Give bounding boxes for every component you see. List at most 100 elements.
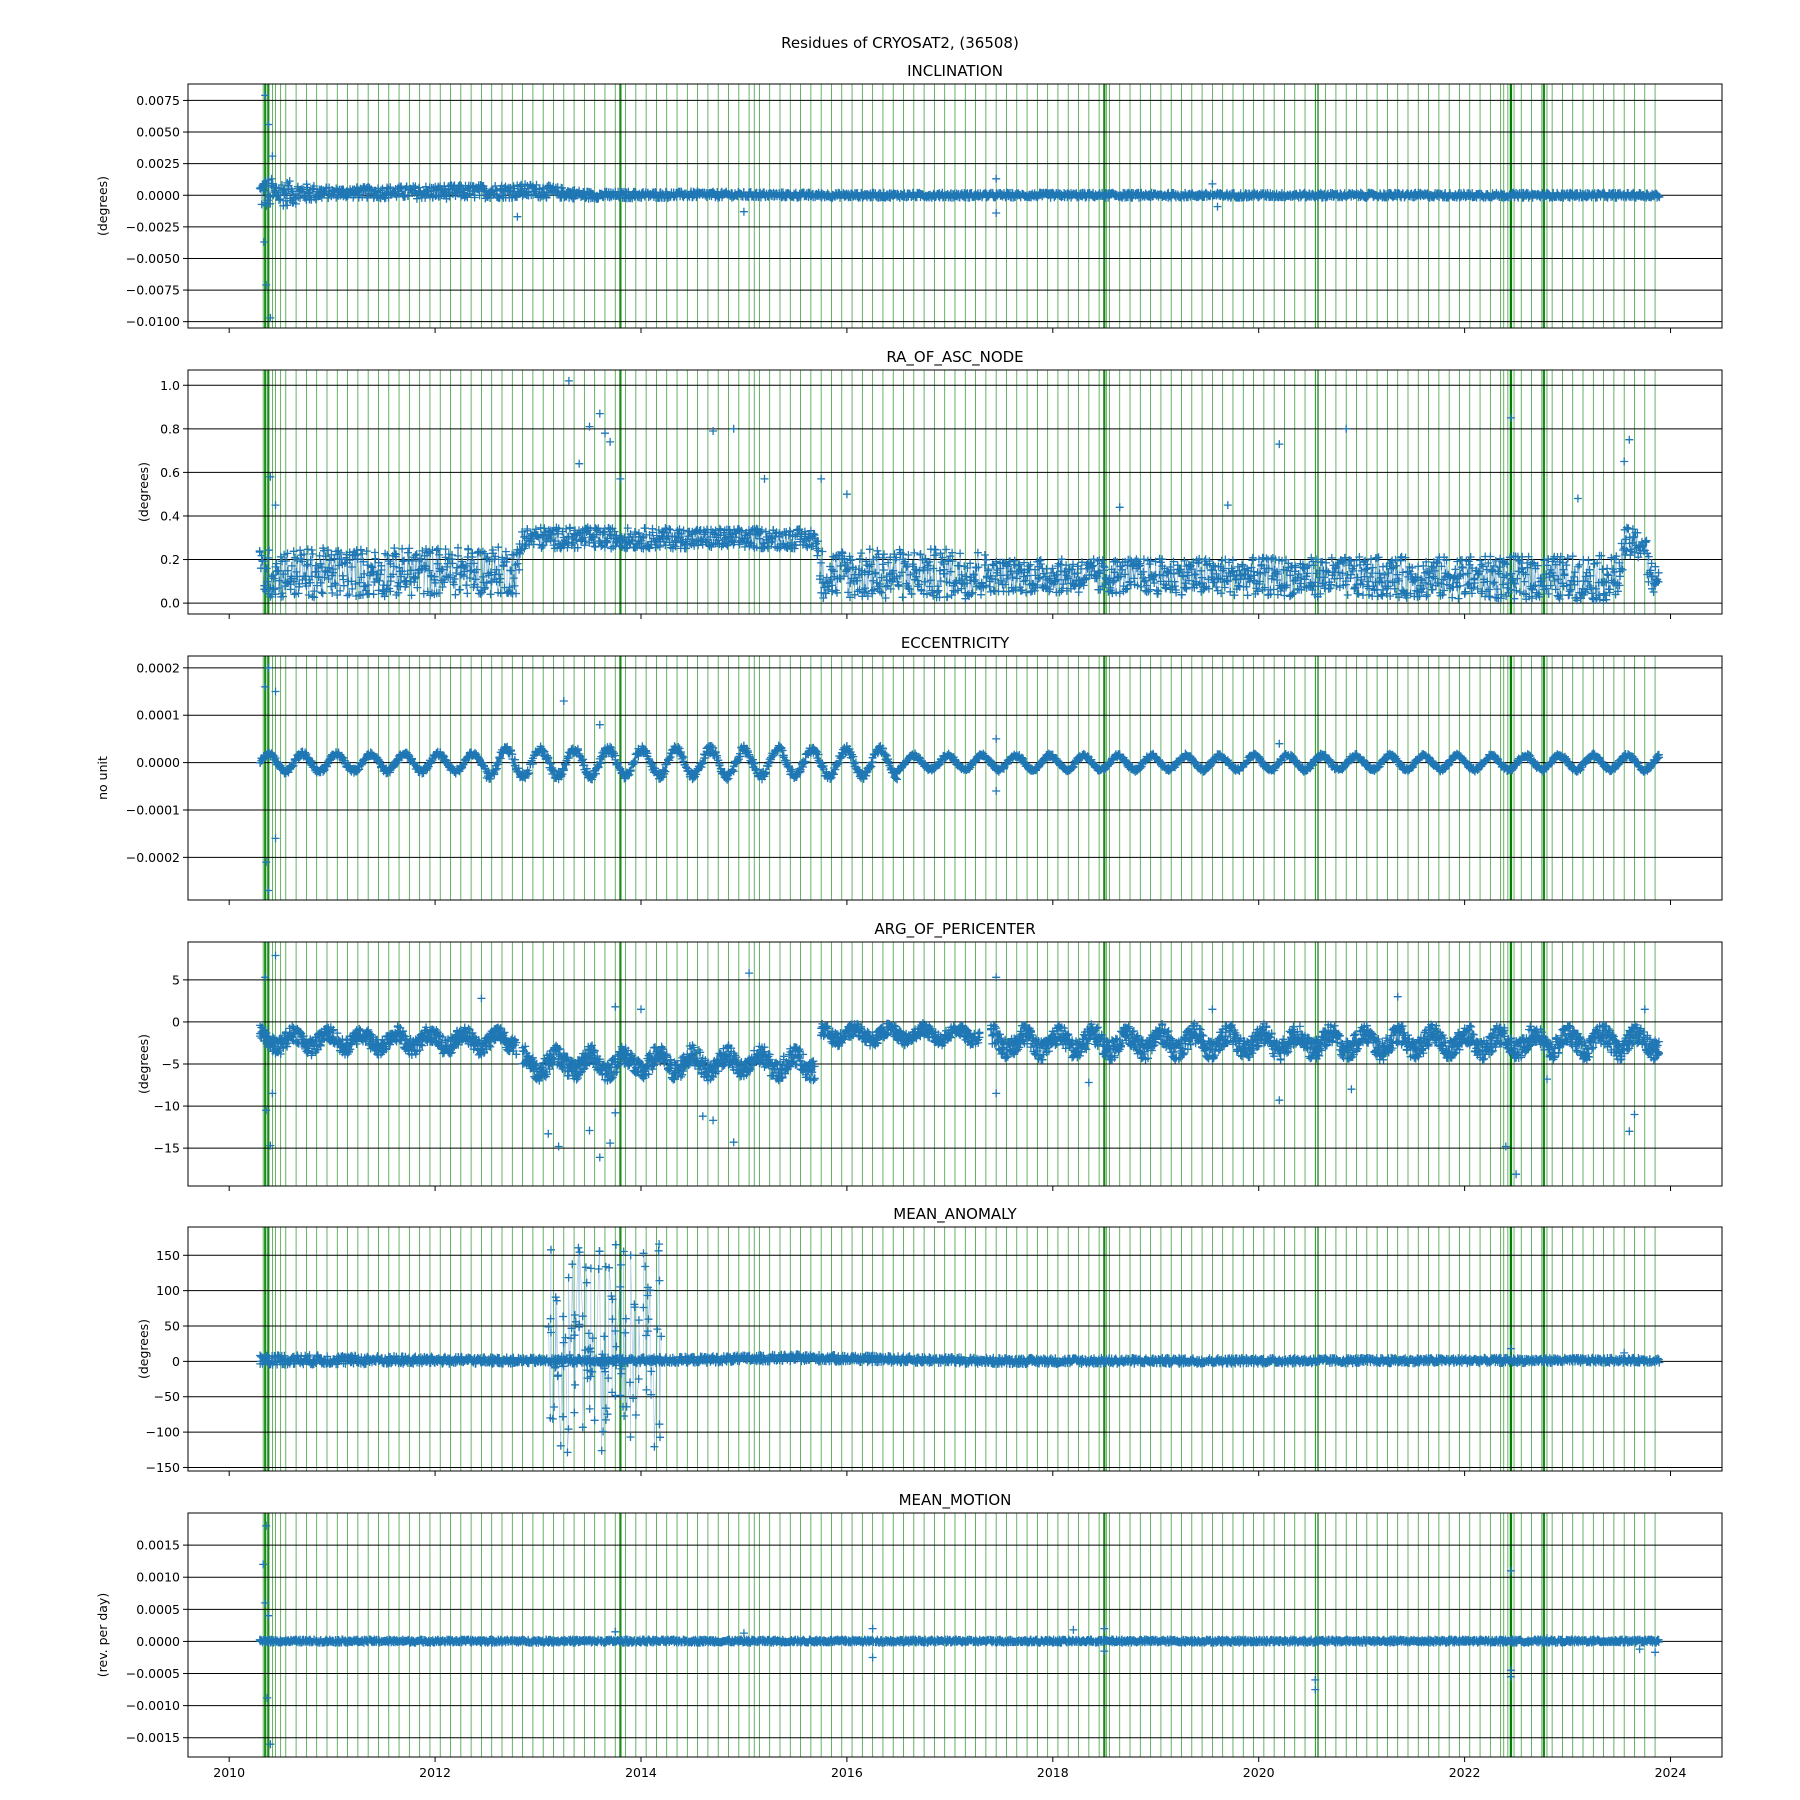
y-tick-label: −0.0025 [126, 219, 180, 234]
outlier-point [513, 212, 522, 221]
outlier-point [1115, 503, 1124, 512]
data-point [283, 201, 292, 210]
data-point [1378, 591, 1387, 600]
panel-ra-of-asc-node: 0.0 0.2 0.4 0.6 0.8 1.0 RA_OF_ASC_NODE (degrees… [136, 348, 1723, 619]
data-point [1520, 577, 1529, 586]
y-tick-label: −0.0050 [126, 251, 180, 266]
data-point [411, 182, 420, 191]
panel-title: INCLINATION [907, 62, 1003, 80]
data-point [1201, 555, 1210, 564]
outlier-point [739, 207, 748, 216]
y-tick-label: 0.0075 [136, 93, 180, 108]
data-point [462, 581, 471, 590]
data-point [1116, 562, 1125, 571]
event-lines [262, 656, 1656, 900]
data-point [451, 590, 460, 599]
data-point [1563, 554, 1572, 563]
data-point [1016, 587, 1025, 595]
data-point [259, 186, 268, 195]
data-point [465, 574, 474, 582]
data-point [1111, 556, 1120, 565]
data-point [463, 589, 472, 598]
data-point [419, 589, 428, 598]
outlier-point [1208, 179, 1217, 188]
data-point [1468, 589, 1476, 598]
data-point [1454, 594, 1463, 603]
data-point [324, 575, 333, 583]
series-residues [255, 376, 1663, 605]
outlier-point [595, 409, 604, 418]
y-tick-label: 0.4 [160, 508, 180, 523]
data-point [1568, 552, 1577, 561]
data-point [1512, 586, 1521, 595]
panels: −0.0100 −0.0075 −0.0050 −0.0025 0.0000 0.0025… [95, 62, 1723, 1780]
panel-eccentricity: −0.0002−0.00010.00000.00010.0002ECCENTRI… [95, 634, 1723, 905]
data-point [405, 544, 414, 553]
data-point [434, 544, 442, 553]
outlier-point [601, 429, 609, 438]
outlier-point [575, 459, 584, 468]
data-point [1575, 560, 1584, 569]
data-point [1327, 553, 1336, 562]
data-point [262, 564, 271, 573]
data-point [438, 583, 447, 591]
y-tick-label: −0.0001 [126, 802, 180, 817]
y-tick-label: −0.0002 [126, 850, 180, 865]
data-point [715, 524, 724, 533]
data-point [973, 548, 982, 557]
data-point [470, 193, 479, 202]
data-point [910, 548, 919, 557]
outlier-point [1213, 202, 1222, 211]
y-tick-label: 0.0000 [136, 188, 180, 203]
y-tick-label: 0.0001 [136, 708, 180, 723]
data-point [404, 192, 412, 201]
data-point [857, 549, 866, 558]
data-point [1485, 585, 1493, 594]
y-tick-label: 0.6 [160, 465, 180, 480]
data-point [308, 592, 317, 601]
data-point [285, 177, 294, 186]
data-point [296, 546, 305, 555]
data-point [898, 593, 907, 602]
data-point [307, 546, 316, 554]
data-point [386, 183, 395, 192]
data-point [1597, 551, 1606, 560]
data-point [977, 590, 985, 599]
data-point [455, 585, 464, 594]
data-point [1463, 569, 1472, 578]
data-point [317, 588, 326, 597]
series-residues [256, 663, 1663, 895]
y-tick-label: −0.0100 [126, 314, 180, 329]
y-axis-label: (degrees) [95, 176, 110, 236]
data-point [1500, 573, 1509, 582]
data-point [956, 549, 965, 558]
outlier-point [992, 174, 1001, 183]
data-point [369, 590, 378, 599]
data-point [291, 199, 300, 208]
data-point [1361, 556, 1370, 565]
outlier-point [1275, 440, 1284, 449]
data-point [318, 589, 327, 598]
y-tick-label: 1.0 [160, 378, 180, 393]
panel-title: RA_OF_ASC_NODE [886, 348, 1023, 367]
outlier-point [1223, 501, 1232, 510]
outlier-point [616, 474, 625, 483]
y-tick-label: −0.0075 [126, 283, 180, 298]
outlier-point [817, 474, 826, 483]
data-point [343, 591, 352, 600]
data-point [813, 551, 822, 560]
data-point [934, 586, 943, 595]
data-point [384, 184, 393, 193]
y-tick-label: 0.0002 [136, 660, 180, 675]
y-tick-label: 0.0 [160, 596, 180, 611]
data-point [275, 196, 283, 205]
y-tick-label: 0.0050 [136, 125, 180, 140]
data-point [328, 589, 337, 597]
data-point [817, 558, 825, 567]
outlier-point [1573, 494, 1582, 503]
outlier-point [606, 437, 615, 446]
data-point [1343, 591, 1352, 599]
data-point [339, 575, 348, 584]
